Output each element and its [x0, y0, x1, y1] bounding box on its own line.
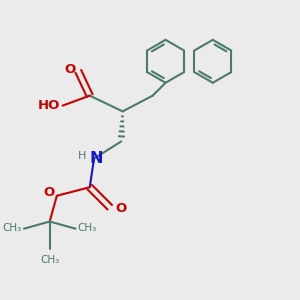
Text: H: H: [78, 151, 86, 161]
Text: O: O: [43, 186, 55, 200]
Text: HO: HO: [38, 99, 60, 112]
Text: CH₃: CH₃: [78, 223, 97, 233]
Text: N: N: [90, 151, 103, 166]
Text: O: O: [115, 202, 126, 215]
Text: O: O: [64, 63, 75, 76]
Text: CH₃: CH₃: [2, 223, 22, 233]
Text: CH₃: CH₃: [40, 255, 59, 265]
